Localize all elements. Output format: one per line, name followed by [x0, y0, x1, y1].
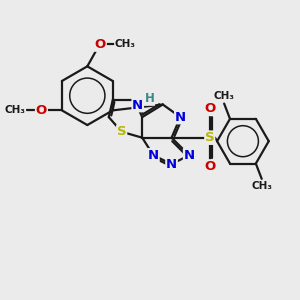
Text: O: O	[94, 38, 106, 51]
Text: CH₃: CH₃	[214, 91, 235, 101]
Text: N: N	[184, 149, 195, 162]
Text: O: O	[204, 102, 215, 116]
Text: O: O	[204, 160, 215, 173]
Text: CH₃: CH₃	[115, 39, 136, 49]
Text: S: S	[117, 125, 127, 138]
Text: S: S	[205, 131, 214, 144]
Text: N: N	[166, 158, 177, 171]
Text: CH₃: CH₃	[4, 105, 26, 116]
Text: N: N	[175, 111, 186, 124]
Text: CH₃: CH₃	[115, 39, 136, 49]
Text: H: H	[145, 92, 154, 105]
Text: O: O	[36, 104, 47, 117]
Text: N: N	[148, 149, 159, 162]
Text: O: O	[94, 38, 106, 51]
Text: CH₃: CH₃	[251, 182, 272, 191]
Text: N: N	[132, 99, 143, 112]
Text: O: O	[36, 104, 47, 117]
Text: CH₃: CH₃	[4, 105, 26, 116]
